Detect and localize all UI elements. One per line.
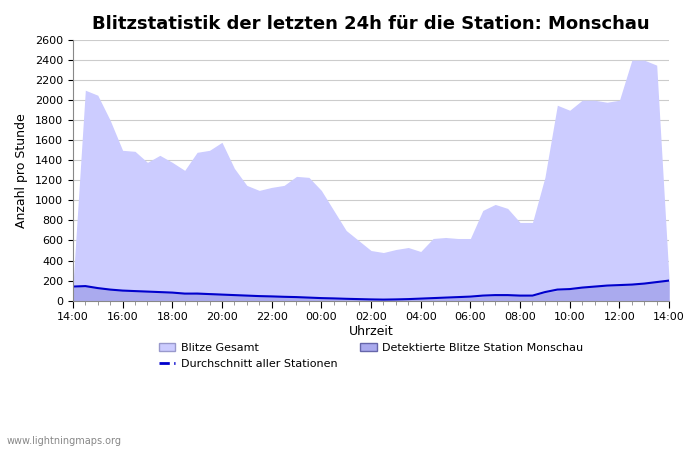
Title: Blitzstatistik der letzten 24h für die Station: Monschau: Blitzstatistik der letzten 24h für die S…	[92, 15, 650, 33]
Y-axis label: Anzahl pro Stunde: Anzahl pro Stunde	[15, 113, 28, 228]
Legend: Blitze Gesamt, Durchschnitt aller Stationen, Detektierte Blitze Station Monschau: Blitze Gesamt, Durchschnitt aller Statio…	[155, 339, 588, 373]
X-axis label: Uhrzeit: Uhrzeit	[349, 325, 393, 338]
Text: www.lightningmaps.org: www.lightningmaps.org	[7, 436, 122, 446]
